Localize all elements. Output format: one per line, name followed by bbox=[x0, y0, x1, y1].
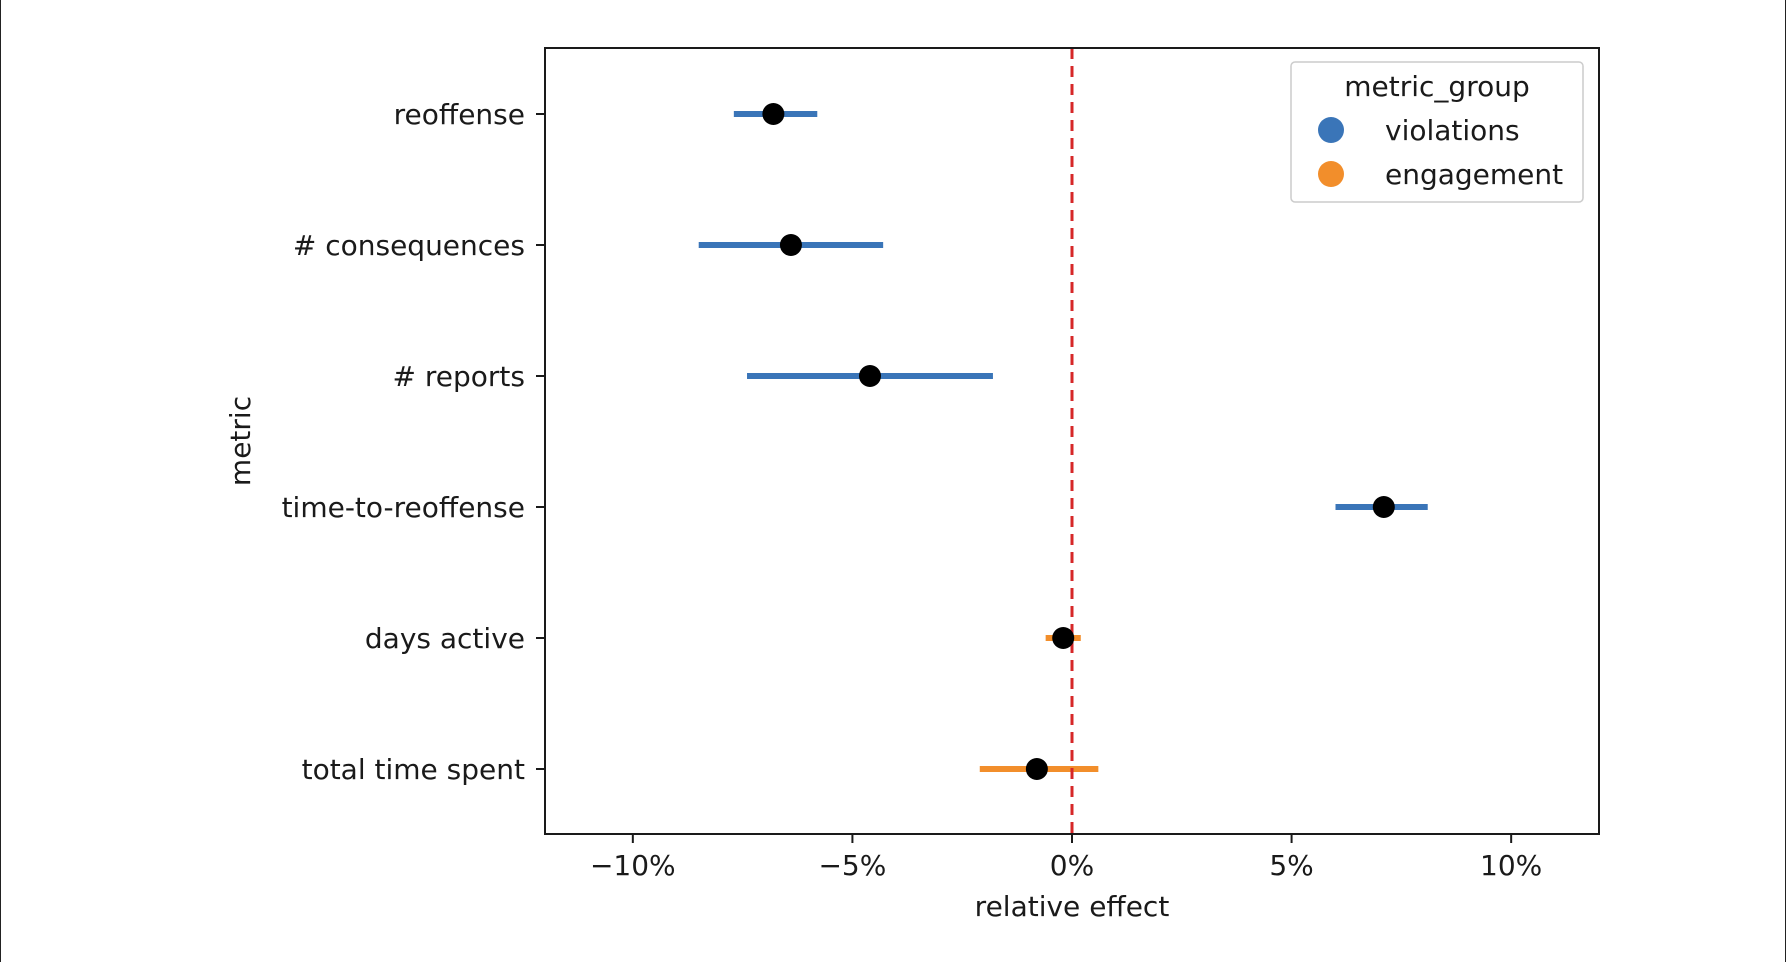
x-axis-label: relative effect bbox=[975, 890, 1170, 923]
x-tick-label-0: −10% bbox=[590, 849, 676, 882]
legend-entries: violations engagement bbox=[1318, 114, 1563, 191]
y-tick-label-2: # reports bbox=[393, 360, 525, 393]
x-tick-label-3: 5% bbox=[1269, 849, 1313, 882]
point-estimate-4 bbox=[1052, 627, 1075, 649]
y-tick-label-5: total time spent bbox=[302, 753, 525, 786]
x-tick-label-4: 10% bbox=[1480, 849, 1542, 882]
y-tick-label-3: time-to-reoffense bbox=[282, 491, 525, 524]
legend-label-engagement: engagement bbox=[1385, 158, 1563, 191]
legend-marker-engagement bbox=[1318, 161, 1344, 187]
x-tick-label-1: −5% bbox=[818, 849, 886, 882]
legend-marker-violations bbox=[1318, 117, 1344, 143]
legend-title: metric_group bbox=[1344, 70, 1530, 103]
x-axis: −10% −5% 0% 5% 10% bbox=[590, 834, 1542, 882]
legend-label-violations: violations bbox=[1385, 114, 1520, 147]
point-estimate-1 bbox=[779, 234, 802, 256]
y-tick-label-1: # consequences bbox=[293, 229, 525, 262]
point-estimate-3 bbox=[1372, 496, 1395, 518]
y-tick-label-0: reoffense bbox=[394, 98, 525, 131]
legend: metric_group violations engagement bbox=[1290, 61, 1584, 203]
point-estimate-5 bbox=[1025, 758, 1048, 780]
point-estimate-0 bbox=[762, 103, 785, 125]
y-axis-label: metric bbox=[224, 396, 257, 486]
ci-bars-layer bbox=[698, 111, 1428, 772]
x-tick-label-2: 0% bbox=[1050, 849, 1094, 882]
point-estimate-2 bbox=[858, 365, 881, 387]
y-tick-label-4: days active bbox=[365, 622, 525, 655]
points-layer bbox=[762, 103, 1395, 780]
y-axis: reoffense # consequences # reports time-to-… bbox=[282, 98, 545, 786]
legend-box bbox=[1290, 61, 1584, 203]
